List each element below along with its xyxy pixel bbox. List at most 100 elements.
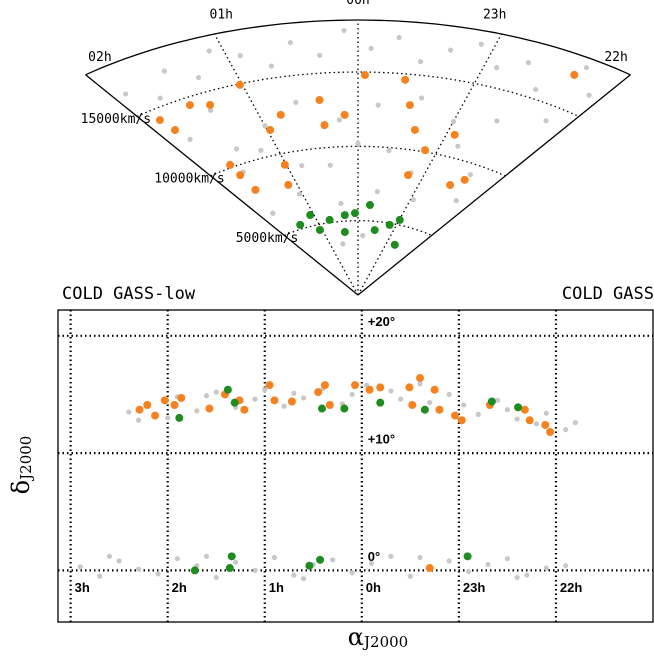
galaxy-point [258, 147, 264, 153]
ra-label: 01h [210, 7, 233, 22]
galaxy-point [453, 198, 459, 204]
galaxy-point [465, 568, 472, 575]
galaxy-point [495, 397, 501, 403]
galaxy-point [325, 401, 334, 410]
galaxy-point [546, 427, 555, 436]
ra-tick-label: 0h [366, 580, 381, 595]
galaxy-point [155, 571, 161, 577]
galaxy-point [340, 241, 346, 247]
galaxy-point [410, 197, 416, 203]
galaxy-point [252, 567, 258, 573]
galaxy-point [385, 220, 394, 229]
x-axis-label: αJ2000 [348, 623, 408, 652]
galaxy-point [284, 180, 293, 189]
galaxy-point [376, 383, 385, 392]
x-label-subscript: J2000 [362, 633, 408, 651]
galaxy-point [296, 220, 305, 229]
galaxy-point [475, 411, 481, 417]
sky-frame [57, 309, 654, 623]
galaxy-point [175, 413, 184, 422]
galaxy-point [408, 401, 417, 410]
galaxy-point [320, 121, 329, 130]
galaxy-point [407, 573, 413, 579]
sky-plot: 3h 2h 1h 0h 23h 22h +20° +10° 0° [58, 310, 653, 622]
galaxy-point [233, 146, 240, 152]
galaxy-point [350, 209, 359, 218]
galaxy-point [236, 171, 245, 180]
galaxy-point [194, 408, 200, 414]
galaxy-point [320, 381, 329, 390]
galaxy-point [296, 191, 303, 197]
ra-label: 22h [604, 50, 627, 65]
galaxy-point [151, 411, 160, 420]
galaxy-point [421, 146, 430, 155]
galaxy-point [206, 100, 215, 109]
galaxy-point [446, 558, 452, 564]
galaxy-point [572, 420, 578, 426]
galaxy-point [405, 383, 414, 392]
galaxy-point [271, 554, 278, 561]
galaxy-point [325, 215, 334, 224]
ra-tick-label: 3h [75, 580, 90, 595]
galaxy-point [330, 557, 336, 563]
galaxy-point [410, 125, 419, 134]
galaxy-point [446, 391, 452, 398]
galaxy-point [418, 95, 425, 101]
galaxy-point [227, 552, 236, 561]
galaxy-point [416, 374, 425, 383]
galaxy-point [349, 570, 355, 576]
velocity-arc [284, 220, 432, 237]
galaxy-point [340, 404, 349, 413]
galaxy-point [446, 181, 455, 190]
galaxy-point [448, 47, 454, 53]
galaxy-point [316, 555, 325, 564]
galaxy-point [155, 116, 164, 125]
galaxy-point [122, 91, 129, 97]
galaxy-point [276, 110, 285, 119]
galaxy-point [543, 410, 549, 416]
galaxy-point [237, 53, 243, 59]
galaxy-point [251, 185, 260, 194]
galaxy-point [420, 405, 429, 414]
galaxy-point [368, 560, 375, 566]
galaxy-point [230, 398, 239, 407]
galaxy-point [235, 80, 244, 89]
galaxy-point [318, 404, 327, 413]
galaxy-point [314, 388, 323, 397]
galaxy-point [206, 48, 212, 54]
galaxy-point [525, 60, 532, 66]
galaxy-point [293, 99, 299, 106]
dec-tick-label: +20° [368, 314, 395, 329]
galaxy-point [494, 118, 500, 124]
galaxy-point [77, 564, 83, 570]
galaxy-point [126, 409, 132, 415]
galaxy-point [455, 143, 461, 149]
galaxy-point [533, 86, 539, 93]
galaxy-point [338, 200, 344, 207]
galaxy-point [365, 385, 374, 394]
galaxy-point [543, 118, 549, 124]
galaxy-point [143, 401, 152, 410]
galaxy-point [315, 225, 324, 234]
galaxy-point [360, 233, 366, 239]
galaxy-point [390, 240, 399, 249]
galaxy-point [533, 421, 540, 427]
galaxy-point [361, 71, 370, 80]
galaxy-point [398, 396, 404, 402]
galaxy-point [280, 160, 289, 169]
galaxy-point [450, 118, 457, 125]
galaxy-point [270, 210, 276, 216]
galaxy-point [327, 162, 333, 168]
galaxy-point [240, 405, 249, 414]
wedge-edge [85, 74, 359, 296]
galaxy-point [467, 171, 473, 178]
galaxy-point [376, 398, 385, 407]
galaxy-point [106, 553, 113, 559]
galaxy-point [340, 110, 349, 119]
galaxy-point [266, 126, 275, 135]
galaxy-point [300, 576, 307, 582]
galaxy-point [185, 101, 194, 110]
y-label-symbol: δ [7, 480, 35, 494]
galaxy-point [351, 381, 360, 390]
